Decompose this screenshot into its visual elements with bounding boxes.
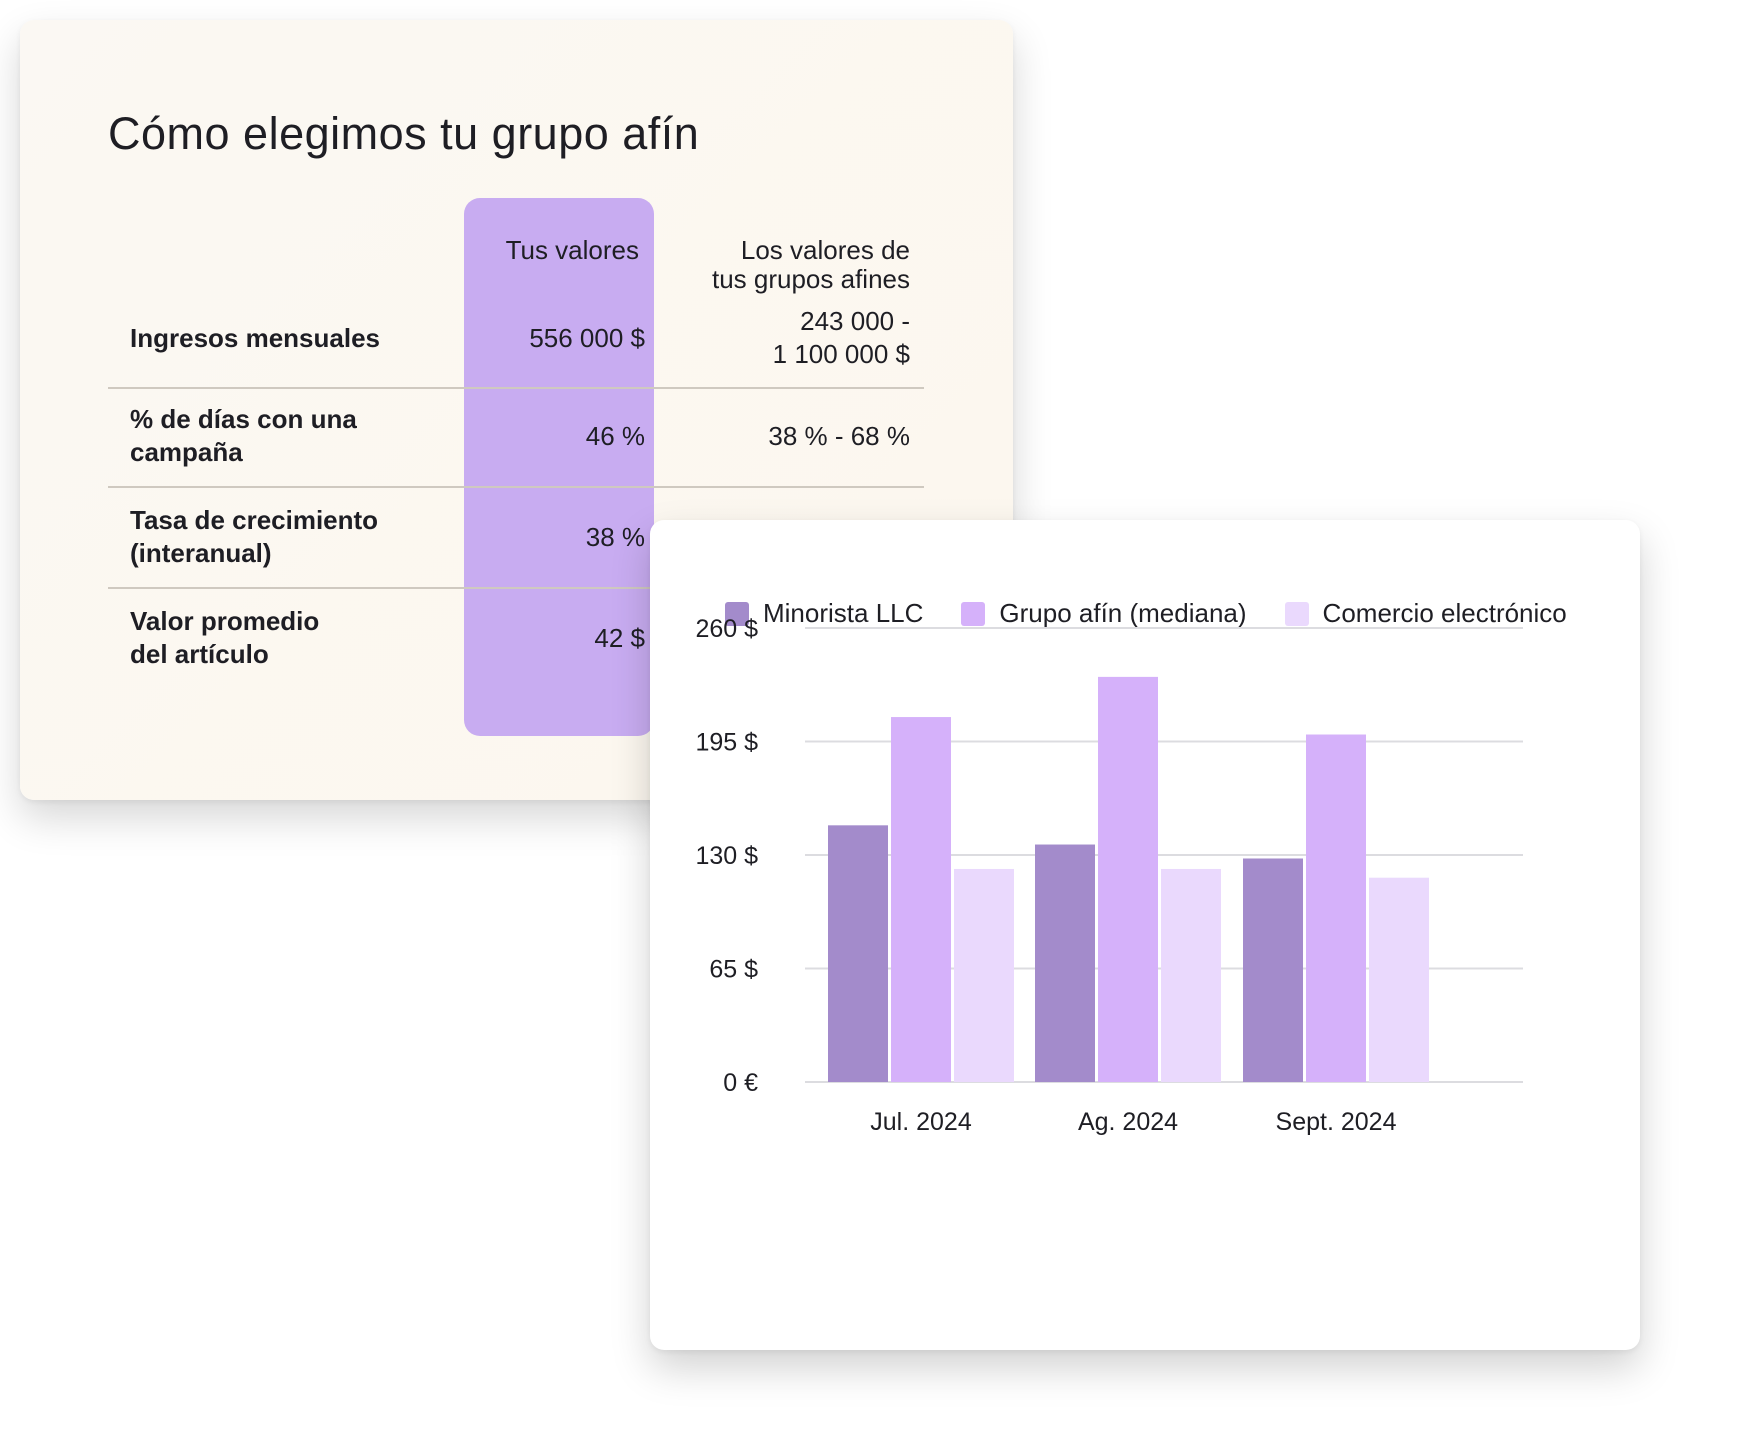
row-label-line2: campaña bbox=[130, 437, 243, 467]
bar bbox=[1035, 844, 1095, 1082]
row-label-line1: Valor promedio bbox=[130, 606, 320, 636]
bar-chart-card: Minorista LLC Grupo afín (mediana) Comer… bbox=[650, 520, 1640, 1350]
row-label-line2: (interanual) bbox=[130, 538, 272, 568]
legend-swatch bbox=[725, 601, 749, 626]
legend-item-grupo-afin: Grupo afín (mediana) bbox=[961, 598, 1247, 629]
your-values-highlight-column bbox=[464, 198, 654, 736]
y-tick-label: 0 € bbox=[723, 1069, 758, 1097]
column-header-your-values: Tus valores bbox=[505, 235, 639, 265]
row-label-line2: del artículo bbox=[130, 639, 269, 669]
table-title: Cómo elegimos tu grupo afín bbox=[108, 108, 700, 159]
x-tick-label: Ag. 2024 bbox=[1078, 1108, 1178, 1136]
x-tick-label: Jul. 2024 bbox=[870, 1108, 972, 1136]
row-label-line1: % de días con una bbox=[130, 404, 357, 434]
row-label: Valor promedio del artículo bbox=[130, 582, 430, 694]
row-your-value: 556 000 $ bbox=[529, 322, 645, 353]
row-peer-line1: 38 % - 68 % bbox=[768, 420, 910, 451]
comparison-table-card: Cómo elegimos tu grupo afín Tus valores … bbox=[20, 20, 1013, 800]
column-header-peer-line2: tus grupos afines bbox=[711, 264, 910, 294]
row-label: Tasa de crecimiento (interanual) bbox=[130, 481, 430, 593]
y-tick-label: 130 $ bbox=[695, 842, 758, 870]
legend-label: Minorista LLC bbox=[763, 598, 924, 628]
row-label-line1: Tasa de crecimiento bbox=[130, 505, 379, 535]
table-row-campaign-days: % de días con una campaña 46 % 38 % - 68… bbox=[108, 380, 924, 492]
row-your-value: 42 $ bbox=[594, 622, 645, 653]
legend-item-comercio: Comercio electrónico bbox=[1284, 598, 1567, 629]
row-peer-value: 38 % - 68 % bbox=[668, 380, 910, 492]
row-label: Ingresos mensuales bbox=[130, 282, 430, 394]
x-tick-label: Sept. 2024 bbox=[1276, 1108, 1397, 1136]
column-header-peer-values: Los valores de tus grupos afines bbox=[660, 236, 910, 294]
bar bbox=[891, 717, 951, 1082]
table-row-growth-rate: Tasa de crecimiento (interanual) 38 % bbox=[108, 481, 924, 593]
legend-swatch bbox=[1284, 601, 1309, 626]
bar-chart-plot: 0 € 65 $ 130 $ 195 $ 260 $ Jul. 2024 Ag. 2024 S… bbox=[695, 615, 1523, 1136]
legend-label: Grupo afín (mediana) bbox=[999, 598, 1247, 628]
y-tick-label: 65 $ bbox=[709, 956, 758, 984]
y-tick-label: 260 $ bbox=[695, 615, 758, 643]
bar bbox=[1306, 734, 1366, 1082]
row-peer-line2: 1 100 000 $ bbox=[772, 339, 910, 369]
bar bbox=[1369, 877, 1429, 1082]
row-divider bbox=[108, 587, 924, 589]
bar bbox=[828, 825, 888, 1082]
column-header-peer-line1: Los valores de bbox=[740, 235, 910, 265]
bar bbox=[1243, 858, 1303, 1082]
row-label-line1: Ingresos mensuales bbox=[130, 322, 380, 353]
row-divider bbox=[108, 387, 924, 389]
row-peer-line1: 243 000 - bbox=[800, 306, 910, 336]
row-divider bbox=[108, 486, 924, 488]
table-row-monthly-revenue: Ingresos mensuales 556 000 $ 243 000 - 1… bbox=[108, 282, 924, 394]
y-tick-label: 195 $ bbox=[695, 729, 758, 757]
row-label: % de días con una campaña bbox=[130, 380, 430, 492]
row-your-value: 46 % bbox=[585, 420, 645, 451]
bar bbox=[954, 868, 1014, 1082]
legend-swatch bbox=[961, 601, 986, 626]
row-your-value: 38 % bbox=[585, 521, 645, 552]
legend-label: Comercio electrónico bbox=[1322, 598, 1567, 628]
row-peer-value: 243 000 - 1 100 000 $ bbox=[668, 282, 910, 394]
table-row-avg-item-value: Valor promedio del artículo 42 $ bbox=[108, 582, 924, 694]
bar bbox=[1098, 676, 1158, 1082]
chart-legend: Minorista LLC Grupo afín (mediana) Comer… bbox=[725, 598, 1567, 629]
legend-item-minorista: Minorista LLC bbox=[725, 598, 923, 629]
bar bbox=[1161, 868, 1221, 1082]
